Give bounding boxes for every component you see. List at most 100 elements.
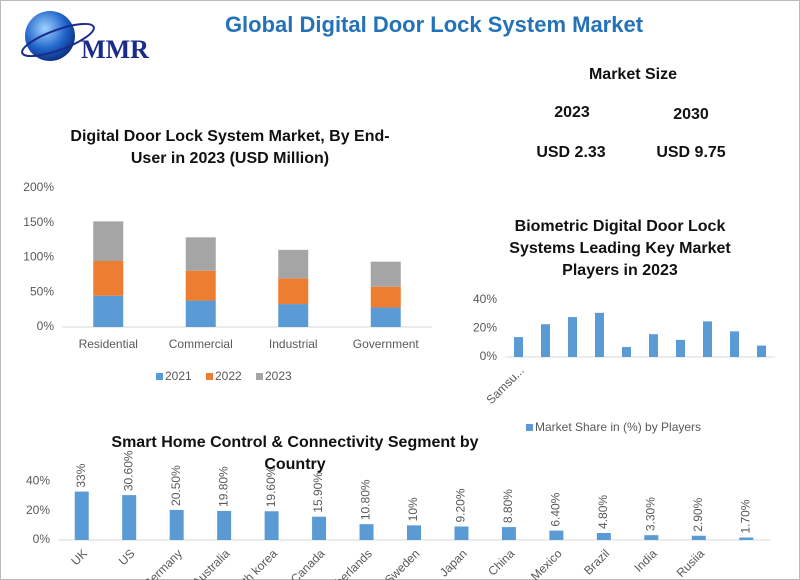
value-label: 8.80% bbox=[501, 489, 515, 523]
y-tick-label: 200% bbox=[23, 180, 54, 194]
bar bbox=[74, 491, 89, 540]
value-label: 1.70% bbox=[738, 499, 752, 533]
x-tick-label: Government bbox=[353, 337, 420, 351]
x-tick-label: Japan bbox=[437, 546, 470, 579]
y-tick-label: 50% bbox=[30, 284, 54, 298]
x-tick-label: China bbox=[485, 546, 517, 578]
logo-orbit bbox=[21, 22, 95, 58]
value-label: 10% bbox=[406, 497, 420, 521]
y-tick-label: 0% bbox=[33, 532, 51, 546]
bar bbox=[691, 535, 706, 540]
market-value: USD 9.75 bbox=[656, 144, 726, 161]
market-year: 2030 bbox=[673, 106, 709, 123]
legend-label: 2022 bbox=[215, 369, 242, 383]
value-label: 20.50% bbox=[169, 465, 183, 506]
bar bbox=[370, 307, 401, 327]
bar bbox=[264, 511, 279, 540]
value-label: 4.80% bbox=[596, 495, 610, 529]
value-label: 15.90% bbox=[311, 472, 325, 513]
x-tick-label: Commercial bbox=[169, 337, 233, 351]
x-tick-label: Rusiia bbox=[674, 546, 708, 580]
bar bbox=[122, 495, 137, 540]
bar bbox=[514, 337, 523, 357]
legend-label: Market Share in (%) by Players bbox=[535, 420, 701, 434]
bar bbox=[169, 509, 184, 540]
bar bbox=[730, 331, 739, 357]
x-tick-label: Australia bbox=[190, 546, 233, 580]
value-label: 9.20% bbox=[454, 488, 468, 522]
bar bbox=[312, 516, 327, 540]
bar bbox=[185, 270, 216, 301]
bar bbox=[278, 304, 309, 327]
value-label: 10.80% bbox=[359, 479, 373, 520]
bar bbox=[595, 312, 604, 357]
chart-title: Digital Door Lock System Market, By End-… bbox=[70, 128, 390, 167]
x-tick-label: Samsu... bbox=[483, 363, 526, 406]
value-label: 33% bbox=[74, 463, 88, 487]
bar bbox=[370, 261, 401, 287]
value-label: 6.40% bbox=[549, 492, 563, 526]
y-tick-label: 40% bbox=[26, 474, 50, 488]
y-tick-label: 100% bbox=[23, 250, 54, 264]
y-tick-label: 0% bbox=[480, 349, 498, 363]
page-title: Global Digital Door Lock System Market bbox=[225, 12, 644, 37]
bar bbox=[185, 237, 216, 271]
legend-swatch bbox=[526, 424, 533, 431]
y-tick-label: 20% bbox=[26, 503, 50, 517]
value-label: 3.30% bbox=[644, 497, 658, 531]
bar bbox=[541, 324, 550, 357]
x-tick-label: US bbox=[116, 546, 138, 568]
x-tick-label: Netherlands bbox=[319, 546, 375, 580]
legend-label: 2021 bbox=[165, 369, 192, 383]
bar bbox=[757, 345, 766, 357]
value-label: 2.90% bbox=[691, 497, 705, 531]
y-tick-label: 20% bbox=[473, 321, 497, 335]
value-label: 19.80% bbox=[216, 466, 230, 507]
bar bbox=[359, 524, 374, 540]
legend-label: 2023 bbox=[265, 369, 292, 383]
bar bbox=[549, 530, 564, 540]
y-tick-label: 150% bbox=[23, 215, 54, 229]
bar bbox=[185, 300, 216, 327]
y-tick-label: 40% bbox=[473, 292, 497, 306]
bar bbox=[217, 510, 232, 540]
value-label: 30.60% bbox=[121, 450, 135, 491]
bar bbox=[93, 221, 124, 261]
x-tick-label: Mexico bbox=[528, 546, 565, 580]
legend-swatch bbox=[156, 373, 163, 380]
x-tick-label: Brazil bbox=[581, 546, 612, 577]
bar bbox=[568, 317, 577, 357]
x-tick-label: Industrial bbox=[269, 337, 318, 351]
bar bbox=[649, 334, 658, 357]
market-value: USD 2.33 bbox=[536, 144, 606, 161]
market-size-title: Market Size bbox=[588, 66, 678, 83]
y-tick-label: 0% bbox=[37, 319, 55, 333]
x-tick-label: Sweden bbox=[382, 546, 423, 580]
bar bbox=[93, 295, 124, 327]
bar bbox=[596, 532, 611, 540]
x-tick-label: South korea bbox=[224, 546, 280, 580]
x-tick-label: UK bbox=[68, 546, 90, 568]
legend-swatch bbox=[256, 373, 263, 380]
value-label: 19.60% bbox=[264, 466, 278, 507]
bar bbox=[644, 535, 659, 540]
x-tick-label: Germany bbox=[140, 546, 185, 580]
chart-title: Biometric Digital Door Lock Systems Lead… bbox=[509, 218, 731, 279]
x-tick-label: India bbox=[631, 546, 660, 575]
bar bbox=[407, 525, 421, 540]
bar bbox=[278, 249, 309, 279]
bar bbox=[501, 527, 516, 540]
bar bbox=[703, 321, 712, 357]
logo-text: MMR bbox=[81, 35, 149, 64]
bar bbox=[93, 260, 124, 296]
x-tick-label: Canada bbox=[288, 546, 328, 580]
chart-title: Smart Home Control & Connectivity Segmen… bbox=[111, 434, 479, 473]
bar bbox=[622, 347, 631, 357]
bar bbox=[739, 537, 754, 540]
bar bbox=[370, 286, 401, 308]
bar bbox=[278, 278, 309, 305]
market-year: 2023 bbox=[554, 104, 590, 121]
legend-swatch bbox=[206, 373, 213, 380]
bar bbox=[454, 526, 469, 540]
